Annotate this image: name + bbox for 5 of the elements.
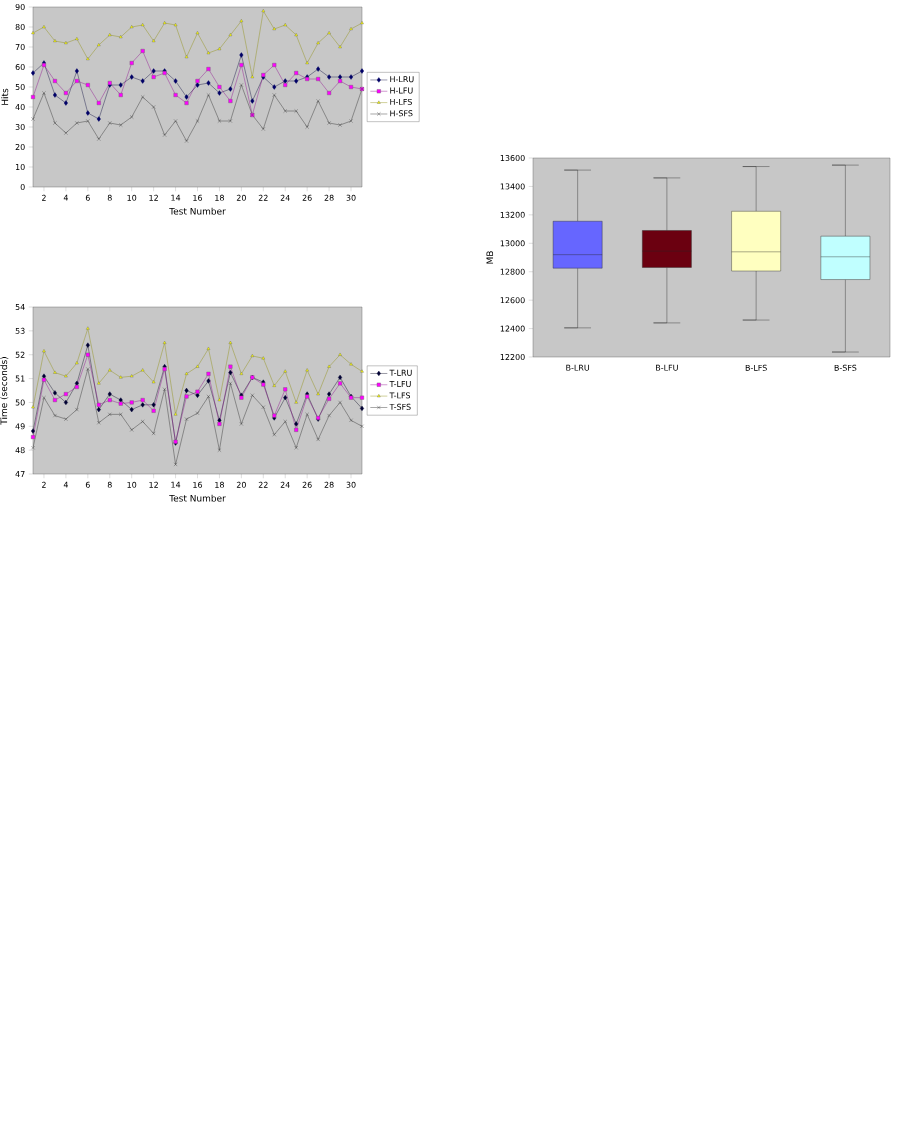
y-axis-title: MB (486, 251, 494, 264)
x-axis-title: Test Number (169, 207, 226, 215)
y-axis-title: Time (seconds) (0, 357, 9, 425)
y-axis-title: Hits (1, 88, 9, 105)
x-axis-title: Test Number (169, 494, 226, 502)
